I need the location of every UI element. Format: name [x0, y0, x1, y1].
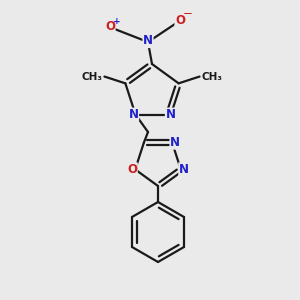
- Text: O: O: [127, 163, 137, 176]
- Text: +: +: [113, 16, 121, 26]
- Text: N: N: [170, 136, 180, 149]
- Text: N: N: [166, 108, 176, 121]
- Text: CH₃: CH₃: [202, 71, 223, 82]
- Text: N: N: [179, 163, 189, 176]
- Text: N: N: [143, 34, 153, 47]
- Text: −: −: [183, 8, 193, 20]
- Text: N: N: [128, 108, 139, 121]
- Text: O: O: [175, 14, 185, 26]
- Text: O: O: [105, 20, 115, 34]
- Text: CH₃: CH₃: [81, 71, 102, 82]
